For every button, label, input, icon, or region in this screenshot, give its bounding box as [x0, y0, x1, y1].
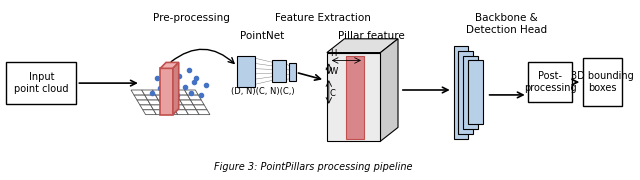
Polygon shape [152, 90, 166, 95]
Polygon shape [177, 95, 191, 100]
Polygon shape [156, 95, 169, 100]
Text: W: W [330, 67, 338, 76]
Bar [327, 53, 380, 141]
Polygon shape [182, 105, 196, 110]
Polygon shape [191, 100, 204, 105]
Polygon shape [148, 100, 161, 105]
Text: Pre-processing: Pre-processing [153, 13, 230, 23]
Polygon shape [188, 95, 201, 100]
Polygon shape [327, 39, 398, 53]
Text: Pillar feature: Pillar feature [339, 31, 405, 41]
Polygon shape [175, 110, 189, 115]
Bar [463, 56, 478, 129]
Polygon shape [173, 62, 179, 115]
Bar [458, 51, 473, 134]
Polygon shape [131, 90, 145, 95]
Bar [527, 62, 572, 102]
Bar [6, 62, 76, 104]
Polygon shape [134, 95, 148, 100]
Polygon shape [140, 105, 154, 110]
Polygon shape [172, 105, 186, 110]
Polygon shape [137, 100, 150, 105]
Bar [346, 56, 364, 139]
Text: H: H [330, 50, 336, 59]
Polygon shape [380, 39, 398, 141]
Text: Input
point cloud: Input point cloud [14, 72, 68, 94]
Text: 3D bounding
boxes: 3D bounding boxes [572, 71, 634, 93]
Text: (D, N)(C, N)(C,): (D, N)(C, N)(C,) [231, 87, 294, 96]
Polygon shape [160, 62, 179, 68]
Bar [272, 60, 286, 82]
Polygon shape [145, 95, 158, 100]
Polygon shape [169, 100, 182, 105]
Polygon shape [184, 90, 198, 95]
Text: Feature Extraction: Feature Extraction [275, 13, 371, 23]
Text: PointNet: PointNet [241, 31, 285, 41]
Bar [160, 68, 173, 115]
Polygon shape [158, 100, 172, 105]
Polygon shape [161, 105, 175, 110]
Polygon shape [143, 110, 156, 115]
Polygon shape [196, 110, 210, 115]
Polygon shape [150, 105, 164, 110]
Text: Figure 3: PointPillars processing pipeline: Figure 3: PointPillars processing pipeli… [214, 162, 412, 172]
Text: C: C [330, 89, 335, 98]
Polygon shape [141, 90, 156, 95]
Bar [454, 46, 468, 139]
Bar [289, 63, 296, 81]
Polygon shape [193, 105, 207, 110]
Text: Post-
processing: Post- processing [524, 71, 577, 93]
Text: Backbone &
Detection Head: Backbone & Detection Head [466, 13, 547, 35]
Polygon shape [154, 110, 167, 115]
Bar [468, 60, 483, 124]
Polygon shape [174, 90, 188, 95]
Polygon shape [164, 110, 178, 115]
Polygon shape [163, 90, 177, 95]
Bar [237, 56, 255, 87]
Polygon shape [186, 110, 199, 115]
Polygon shape [166, 95, 180, 100]
Polygon shape [180, 100, 193, 105]
Bar [583, 58, 622, 106]
